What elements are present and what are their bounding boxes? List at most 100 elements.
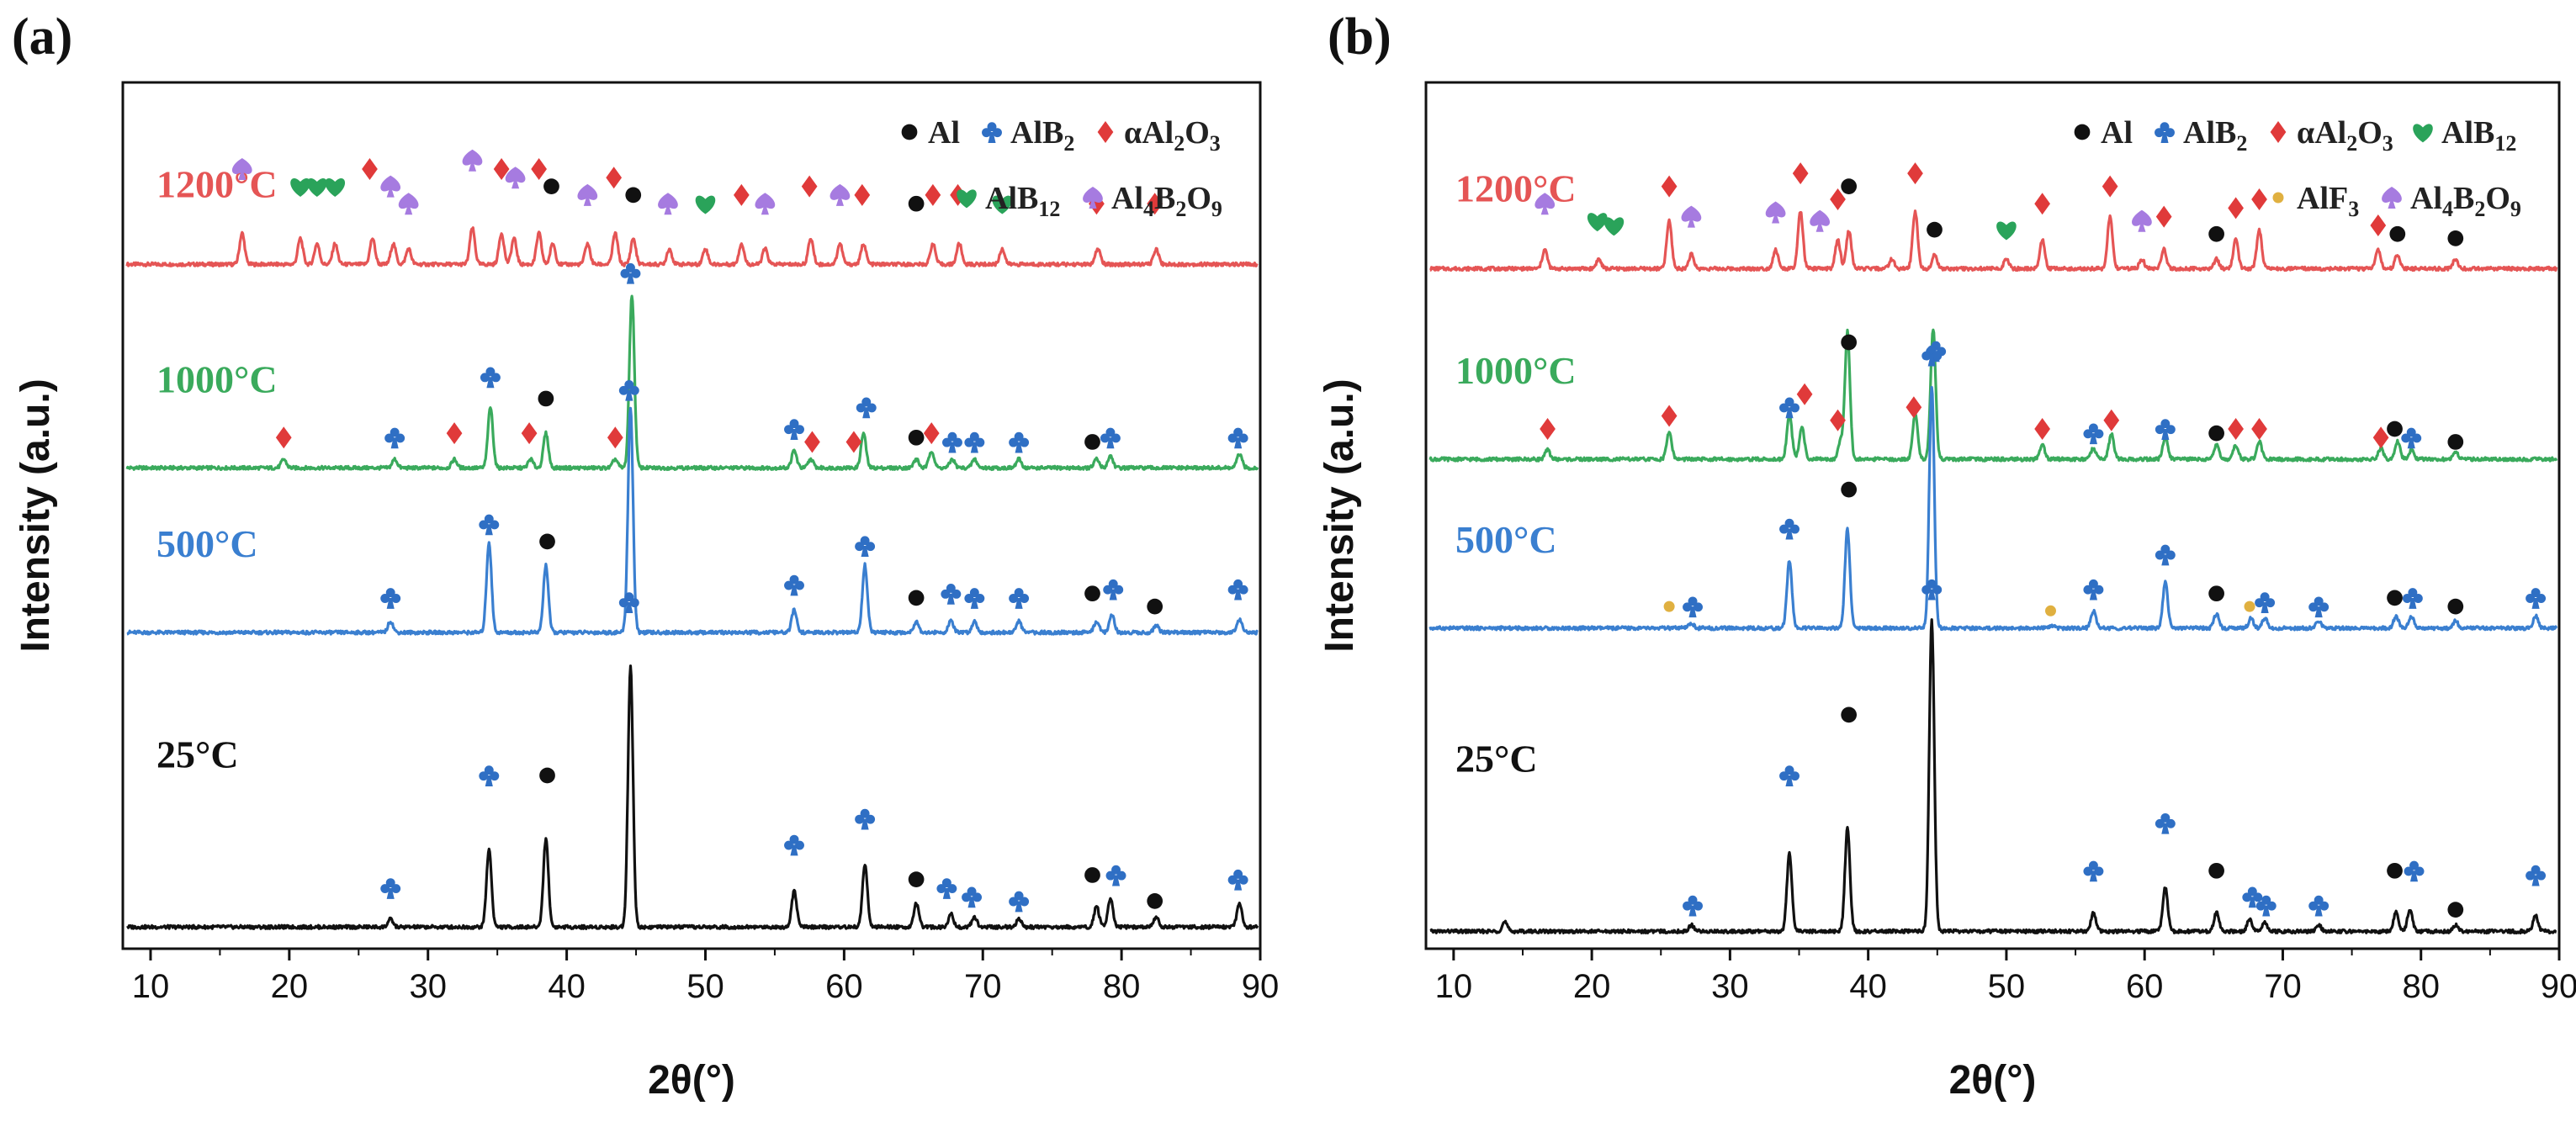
phase-marker-AlB2 bbox=[2255, 592, 2276, 613]
phase-marker-AlB2 bbox=[1009, 431, 1030, 453]
phase-marker-aAl2O3 bbox=[1661, 175, 1678, 198]
phase-marker-AlB2 bbox=[784, 419, 804, 440]
phase-marker-AlB2 bbox=[2401, 427, 2422, 449]
series-1000°C: 1000°C bbox=[125, 262, 1259, 471]
legend-entry-aAl2O3: αAl2O3 bbox=[2297, 115, 2393, 156]
phase-marker-aAl2O3 bbox=[2228, 418, 2244, 440]
legend-entry-AlB12: AlB12 bbox=[985, 181, 1060, 221]
series-1000°C: 1000°C bbox=[1428, 328, 2558, 463]
x-tick-label: 10 bbox=[132, 968, 170, 1005]
phase-marker-AlB2 bbox=[2402, 588, 2423, 609]
phase-marker-Al4B2O9 bbox=[505, 167, 526, 189]
phase-marker-AlB2 bbox=[1921, 579, 1943, 601]
legend-marker-AlB2 bbox=[982, 122, 1002, 143]
phase-marker-AlB2 bbox=[2404, 860, 2425, 882]
legend: Al AlB2 αAl2O3 AlB12 AlF3 Al4B2O9 bbox=[2074, 115, 2521, 221]
phase-marker-Al bbox=[1841, 178, 1858, 194]
y-axis-title: Intensity (a.u.) bbox=[13, 378, 58, 652]
phase-marker-aAl2O3 bbox=[801, 175, 818, 198]
x-tick-label: 40 bbox=[548, 968, 586, 1005]
phase-marker-aAl2O3 bbox=[1830, 409, 1846, 431]
legend-marker-AlB12 bbox=[2413, 124, 2433, 143]
temperature-label: 500°C bbox=[156, 522, 258, 565]
phase-marker-AlB12 bbox=[1603, 217, 1625, 236]
phase-marker-Al bbox=[543, 178, 559, 194]
x-axis-title: 2θ(°) bbox=[648, 1058, 735, 1103]
phase-marker-aAl2O3 bbox=[607, 426, 623, 449]
phase-marker-aAl2O3 bbox=[521, 422, 538, 445]
phase-marker-AlB2 bbox=[1227, 579, 1248, 601]
phase-marker-AlB2 bbox=[620, 262, 641, 284]
legend-entry-Al4B2O9: Al4B2O9 bbox=[2410, 181, 2521, 221]
series-25°C: 25°C bbox=[1429, 579, 2557, 935]
phase-marker-AlB2 bbox=[784, 834, 804, 856]
phase-marker-Al bbox=[908, 429, 925, 446]
phase-marker-AlB2 bbox=[618, 379, 639, 401]
phase-marker-Al bbox=[2447, 598, 2464, 615]
phase-marker-AlB12 bbox=[1996, 221, 2017, 241]
series-line bbox=[126, 664, 1259, 930]
phase-marker-Al bbox=[1841, 706, 1858, 723]
phase-marker-AlB2 bbox=[2155, 812, 2176, 834]
phase-marker-Al4B2O9 bbox=[1765, 201, 1786, 224]
temperature-label: 1000°C bbox=[156, 357, 278, 400]
legend-entry-AlB2: AlB2 bbox=[1010, 115, 1074, 156]
panel-b: (b) 10 20 30 40 50 60 70 80 90 2θ(°) Intensity (a.u… bbox=[1317, 8, 2576, 1103]
series-25°C: 25°C bbox=[126, 592, 1259, 930]
phase-marker-AlB2 bbox=[2083, 860, 2104, 882]
phase-marker-AlB2 bbox=[856, 397, 877, 419]
phase-marker-aAl2O3 bbox=[1907, 162, 1923, 185]
phase-marker-aAl2O3 bbox=[804, 431, 820, 453]
panel-label: (a) bbox=[12, 8, 72, 66]
phase-marker-aAl2O3 bbox=[493, 158, 510, 180]
phase-marker-Al4B2O9 bbox=[2132, 209, 2152, 232]
phase-marker-Al bbox=[908, 871, 925, 887]
phase-marker-aAl2O3 bbox=[2155, 205, 2172, 228]
x-tick-label: 90 bbox=[2541, 968, 2576, 1005]
x-tick-label: 20 bbox=[1573, 968, 1611, 1005]
phase-marker-aAl2O3 bbox=[2251, 418, 2267, 440]
phase-marker-AlB2 bbox=[942, 431, 962, 453]
phase-marker-AlB2 bbox=[479, 765, 500, 786]
phase-marker-Al bbox=[908, 590, 925, 606]
phase-marker-AlB2 bbox=[1105, 865, 1126, 886]
phase-marker-AlB2 bbox=[1100, 427, 1121, 449]
phase-marker-AlB2 bbox=[380, 588, 401, 609]
plot-frame bbox=[1424, 81, 2561, 950]
phase-marker-aAl2O3 bbox=[845, 431, 862, 453]
phase-marker-AlB2 bbox=[2083, 579, 2104, 601]
phase-marker-AlB12 bbox=[325, 177, 346, 197]
legend-marker-AlF3 bbox=[2272, 192, 2284, 204]
series-500°C: 500°C bbox=[1428, 345, 2558, 632]
phase-marker-AlB2 bbox=[2526, 588, 2547, 609]
temperature-label: 1200°C bbox=[1455, 167, 1577, 209]
phase-marker-AlB12 bbox=[992, 195, 1013, 214]
legend-marker-Al bbox=[2074, 124, 2091, 140]
phase-marker-AlB12 bbox=[290, 177, 310, 197]
x-tick-label: 50 bbox=[686, 968, 724, 1005]
phase-marker-Al bbox=[1084, 434, 1100, 450]
temperature-label: 25°C bbox=[156, 733, 239, 775]
phase-marker-aAl2O3 bbox=[2228, 197, 2244, 220]
x-tick-label: 80 bbox=[1103, 968, 1141, 1005]
phase-marker-aAl2O3 bbox=[854, 183, 871, 206]
phase-marker-aAl2O3 bbox=[531, 158, 547, 180]
phase-marker-Al4B2O9 bbox=[830, 183, 851, 206]
phase-marker-Al bbox=[1927, 221, 1943, 238]
x-tick-label: 60 bbox=[2126, 968, 2164, 1005]
phase-marker-Al bbox=[2208, 225, 2224, 242]
temperature-label: 500°C bbox=[1455, 518, 1557, 561]
phase-marker-AlB2 bbox=[380, 878, 401, 899]
phase-marker-Al bbox=[2387, 421, 2403, 437]
phase-marker-AlB12 bbox=[307, 177, 327, 197]
phase-marker-AlB2 bbox=[618, 592, 639, 613]
phase-marker-Al4B2O9 bbox=[1810, 209, 1831, 232]
legend-entry-Al4B2O9: Al4B2O9 bbox=[1111, 181, 1222, 221]
phase-marker-Al bbox=[2387, 862, 2403, 879]
phase-marker-Al bbox=[1084, 867, 1100, 883]
phase-marker-Al bbox=[539, 533, 555, 550]
phase-marker-aAl2O3 bbox=[1796, 383, 1813, 405]
phase-marker-aAl2O3 bbox=[1905, 396, 1922, 419]
x-tick-label: 50 bbox=[1988, 968, 2026, 1005]
phase-marker-Al bbox=[2447, 434, 2464, 450]
